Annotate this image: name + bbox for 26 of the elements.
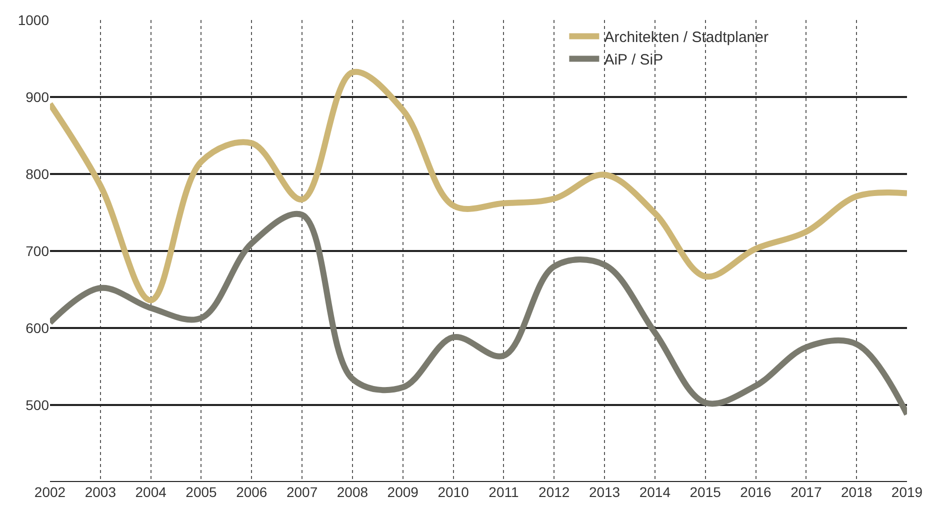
x-tick-label: 2011 bbox=[488, 484, 519, 500]
legend-label: Architekten / Stadtplaner bbox=[604, 29, 768, 46]
y-tick-label: 900 bbox=[26, 88, 50, 105]
x-tick-label: 2002 bbox=[34, 484, 66, 500]
y-tick-label: 800 bbox=[26, 166, 50, 182]
x-tick-label: 2003 bbox=[84, 484, 116, 500]
x-tick-label: 2009 bbox=[387, 484, 419, 500]
x-tick-label: 2016 bbox=[740, 484, 772, 500]
x-tick-label: 2013 bbox=[588, 484, 620, 500]
x-tick-label: 2012 bbox=[538, 484, 570, 500]
x-tick-label: 2007 bbox=[286, 484, 318, 500]
x-tick-label: 2019 bbox=[891, 484, 923, 500]
x-tick-label: 2010 bbox=[438, 484, 470, 500]
x-tick-label: 2004 bbox=[135, 484, 167, 500]
x-tick-label: 2017 bbox=[790, 484, 822, 500]
y-tick-label: 700 bbox=[26, 242, 50, 259]
x-tick-label: 2018 bbox=[841, 484, 872, 500]
x-tick-label: 2014 bbox=[639, 484, 671, 500]
x-tick-label: 2008 bbox=[336, 484, 368, 500]
x-tick-label: 2006 bbox=[236, 484, 268, 500]
legend-label: AiP / SiP bbox=[604, 52, 664, 69]
y-tick-label: 1000 bbox=[18, 12, 50, 28]
x-tick-label: 2015 bbox=[690, 484, 722, 500]
y-tick-label: 500 bbox=[26, 396, 50, 413]
x-tick-label: 2005 bbox=[186, 484, 218, 500]
y-tick-label: 600 bbox=[26, 320, 50, 336]
